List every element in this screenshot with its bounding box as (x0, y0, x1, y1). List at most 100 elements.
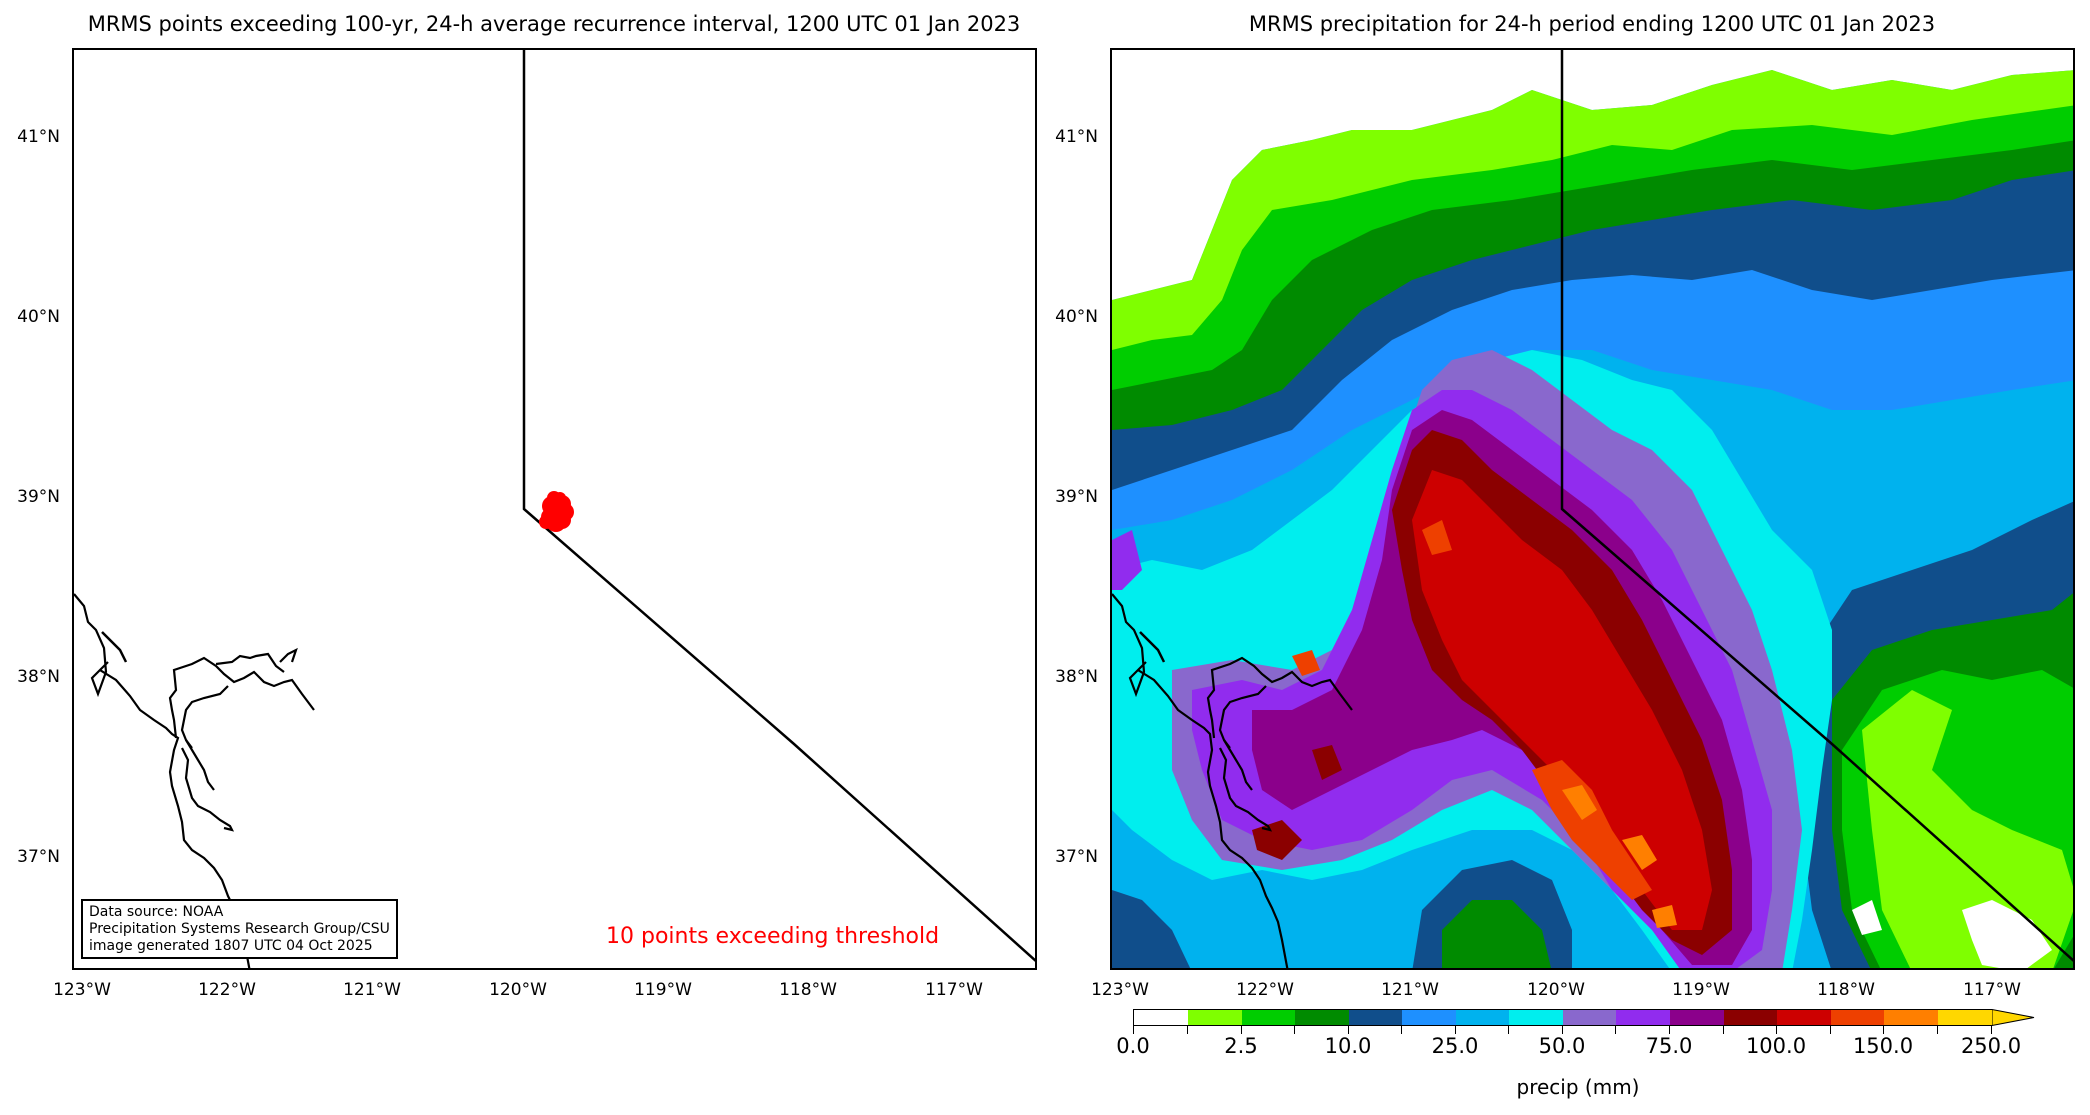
colorbar-seg-9 (1616, 1009, 1670, 1026)
precip-band-orange-1 (1562, 785, 1597, 820)
left-lat-label-39: 39°N (17, 487, 60, 507)
left-lon-label-117: 117°W (925, 980, 983, 1000)
precip-band-orange-5 (1292, 650, 1320, 676)
cbar-label-75: 75.0 (1645, 1034, 1693, 1058)
left-lon-label-119: 119°W (634, 980, 692, 1000)
precip-band-orange-3 (1652, 905, 1677, 928)
right-lon-label-122: 122°W (1236, 980, 1294, 1000)
cbar-tick (1133, 1026, 1134, 1034)
left-lon-label-122: 122°W (198, 980, 256, 1000)
cbar-tick (1776, 1026, 1777, 1034)
cbar-tick (1723, 1026, 1724, 1034)
precip-se-white-1 (1962, 900, 2052, 968)
state-border-line (522, 50, 1035, 962)
cbar-tick (1455, 1026, 1456, 1034)
right-lat-label-41: 41°N (1055, 127, 1098, 147)
cbar-tick (1241, 1026, 1242, 1034)
cbar-label-25: 25.0 (1431, 1034, 1479, 1058)
colorbar-seg-6 (1456, 1009, 1509, 1026)
colorbar-extend-arrow (1992, 1009, 2035, 1026)
point-reyes-line (101, 631, 128, 663)
cbar-tick (1615, 1026, 1616, 1034)
precip-band-orange-2 (1622, 835, 1657, 870)
source-line-3: image generated 1807 UTC 04 Oct 2025 (89, 938, 373, 954)
right-lat-label-37: 37°N (1055, 847, 1098, 867)
left-lon-label-118: 118°W (779, 980, 837, 1000)
right-lat-label-39: 39°N (1055, 487, 1098, 507)
colorbar-seg-12 (1777, 1009, 1831, 1026)
left-lon-label-120: 120°W (489, 980, 547, 1000)
colorbar-seg-0 (1133, 1009, 1188, 1026)
right-lon-label-121: 121°W (1381, 980, 1439, 1000)
bay-line-south (181, 739, 235, 832)
cbar-tick (1830, 1026, 1831, 1034)
left-lon-label-123: 123°W (53, 980, 111, 1000)
precip-coast-red-2 (1312, 745, 1342, 780)
cbar-tick (1401, 1026, 1402, 1034)
cbar-tick (1562, 1026, 1563, 1034)
cbar-label-10: 10.0 (1324, 1034, 1372, 1058)
left-lat-label-40: 40°N (17, 307, 60, 327)
cbar-tick (1508, 1026, 1509, 1034)
precip-se-white-2 (1852, 900, 1882, 935)
bay-line-north (168, 656, 315, 749)
colorbar-seg-14 (1884, 1009, 1938, 1026)
right-lon-label-123: 123°W (1091, 980, 1149, 1000)
precip-band-red (1412, 470, 1712, 930)
cbar-tick (1991, 1026, 1992, 1034)
precip-band-orange-red (1532, 760, 1652, 900)
colorbar-seg-10 (1670, 1009, 1724, 1026)
right-state-border-line (1560, 50, 2073, 962)
exceedance-point-cluster (539, 491, 574, 532)
right-lat-label-40: 40°N (1055, 307, 1098, 327)
precip-coast-purple (1112, 530, 1142, 590)
left-map-svg (74, 50, 1035, 968)
exceedance-count-text: 10 points exceeding threshold (606, 924, 940, 949)
right-panel-title: MRMS precipitation for 24-h period endin… (1248, 12, 1936, 36)
colorbar-title: precip (mm) (1516, 1075, 1640, 1099)
cbar-tick (1883, 1026, 1884, 1034)
colorbar (1133, 1009, 2036, 1026)
cbar-tick (1937, 1026, 1938, 1034)
cbar-label-250: 250.0 (1960, 1034, 2022, 1058)
colorbar-seg-5 (1402, 1009, 1456, 1026)
colorbar-seg-11 (1724, 1009, 1777, 1026)
left-panel-title: MRMS points exceeding 100-yr, 24-h avera… (87, 12, 1021, 36)
cbar-label-50: 50.0 (1538, 1034, 1586, 1058)
right-lon-label-118: 118°W (1817, 980, 1875, 1000)
colorbar-seg-1 (1188, 1009, 1242, 1026)
precip-field-svg (1112, 50, 2073, 968)
cbar-tick (1348, 1026, 1349, 1034)
colorbar-seg-15 (1938, 1009, 1992, 1026)
right-lon-label-117: 117°W (1963, 980, 2021, 1000)
colorbar-seg-7 (1509, 1009, 1563, 1026)
right-lat-label-38: 38°N (1055, 667, 1098, 687)
cbar-label-0: 0.0 (1116, 1034, 1150, 1058)
data-source-box: Data source: NOAA Precipitation Systems … (81, 899, 398, 959)
left-lat-label-38: 38°N (17, 667, 60, 687)
cbar-label-150: 150.0 (1852, 1034, 1914, 1058)
colorbar-seg-3 (1295, 1009, 1349, 1026)
cbar-tick (1669, 1026, 1670, 1034)
right-map-frame (1110, 48, 2075, 970)
right-lon-label-119: 119°W (1672, 980, 1730, 1000)
precip-coast-red-1 (1252, 820, 1302, 860)
precip-sw-navy (1112, 890, 1191, 968)
precip-band-white (1112, 50, 2073, 300)
right-lon-label-120: 120°W (1527, 980, 1585, 1000)
colorbar-seg-4 (1349, 1009, 1402, 1026)
colorbar-seg-2 (1242, 1009, 1295, 1026)
right-coastline (1112, 593, 1289, 968)
precip-se-light-green (1862, 690, 2073, 968)
right-point-reyes-line (1139, 631, 1166, 663)
right-bay-line-north (1206, 656, 1353, 749)
cbar-label-2-5: 2.5 (1224, 1034, 1258, 1058)
left-lat-label-41: 41°N (17, 127, 60, 147)
precip-south-green (1442, 900, 1552, 968)
delta-line (215, 647, 298, 673)
colorbar-seg-13 (1831, 1009, 1884, 1026)
cbar-label-100: 100.0 (1745, 1034, 1807, 1058)
precip-band-navy (1112, 170, 2073, 510)
precip-band-blue (1112, 270, 2073, 530)
source-line-1: Data source: NOAA (89, 904, 224, 920)
